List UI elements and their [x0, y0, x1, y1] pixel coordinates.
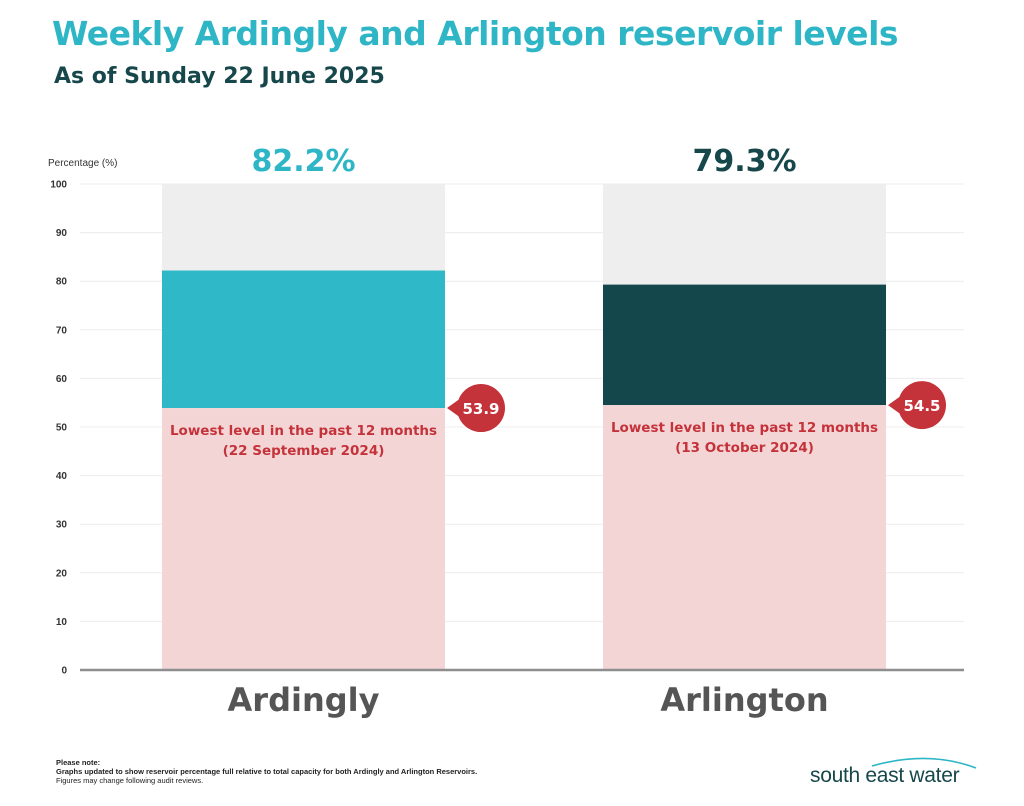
lowest-level-bar	[162, 408, 445, 670]
company-logo: south east water	[808, 754, 978, 794]
chart-title: Weekly Ardingly and Arlington reservoir …	[52, 14, 899, 53]
lowest-level-bar	[603, 405, 886, 670]
bar-group-ardingly: 82.2% Lowest level in the past 12 months (…	[162, 144, 505, 719]
category-label-ardingly: Ardingly	[228, 681, 380, 719]
y-axis-ticks: 0 10 20 30 40 50 60 70 80 90 100	[50, 180, 67, 677]
y-axis-label: Percentage (%)	[48, 158, 117, 169]
lowest-value-label: 54.5	[903, 397, 940, 415]
logo-swoosh-icon	[871, 757, 977, 769]
y-tick-label: 100	[50, 180, 67, 191]
chart-subtitle: As of Sunday 22 June 2025	[54, 64, 385, 89]
capacity-remaining-bar	[603, 184, 886, 285]
y-tick-label: 60	[56, 374, 68, 385]
footnote: Please note: Graphs updated to show rese…	[56, 758, 477, 785]
callout-badge	[898, 381, 946, 430]
y-tick-label: 90	[56, 228, 68, 239]
footnote-line-2: Figures may change following audit revie…	[56, 776, 204, 785]
y-tick-label: 80	[56, 277, 68, 288]
lowest-level-note: Lowest level in the past 12 months	[611, 420, 878, 436]
y-tick-label: 10	[56, 617, 68, 628]
lowest-level-note: (13 October 2024)	[675, 440, 814, 456]
callout-pointer	[888, 395, 902, 416]
footnote-heading: Please note:	[56, 758, 101, 767]
bar-value-label: 82.2%	[251, 144, 355, 179]
reservoir-bar-chart: Percentage (%) 82.2% Lowest level in the …	[48, 144, 964, 719]
y-tick-label: 40	[56, 471, 68, 482]
lowest-value-label: 53.9	[462, 400, 499, 418]
lowest-level-note: Lowest level in the past 12 months	[170, 423, 437, 439]
current-level-bar	[162, 270, 445, 409]
lowest-level-note: (22 September 2024)	[223, 443, 385, 459]
y-tick-label: 70	[56, 325, 68, 336]
lowest-value-callout: 53.9	[447, 384, 505, 433]
y-tick-label: 20	[56, 568, 68, 579]
current-level-bar	[603, 284, 886, 406]
callout-badge	[457, 384, 505, 433]
footnote-line-1: Graphs updated to show reservoir percent…	[56, 767, 478, 776]
capacity-remaining-bar	[162, 184, 445, 271]
lowest-value-callout: 54.5	[888, 381, 946, 430]
bar-value-label: 79.3%	[692, 144, 796, 179]
y-tick-label: 30	[56, 520, 68, 531]
y-tick-label: 0	[61, 666, 67, 677]
category-label-arlington: Arlington	[660, 681, 828, 719]
bar-group-arlington: 79.3% Lowest level in the past 12 months (…	[603, 144, 946, 719]
callout-pointer	[447, 398, 461, 419]
y-tick-label: 50	[56, 423, 68, 434]
logo-text: south east water	[810, 764, 960, 787]
bars: 82.2% Lowest level in the past 12 months (…	[162, 144, 946, 719]
